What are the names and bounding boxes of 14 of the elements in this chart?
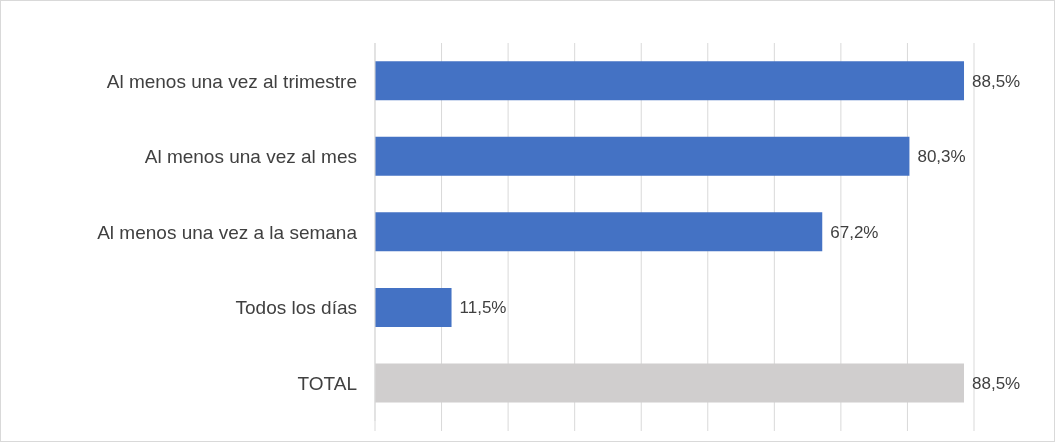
y-tick-label: Al menos una vez a la semana — [97, 221, 358, 243]
y-tick-label: Al menos una vez al trimestre — [106, 70, 357, 92]
data-label: 88,5% — [972, 374, 1021, 394]
bar — [375, 212, 823, 252]
y-tick-label: TOTAL — [297, 372, 357, 394]
y-tick-label: Al menos una vez al mes — [144, 146, 357, 168]
data-label: 67,2% — [830, 222, 879, 242]
bar — [375, 136, 910, 176]
data-label: 88,5% — [972, 71, 1021, 91]
data-label: 80,3% — [917, 147, 966, 167]
bar — [375, 61, 965, 101]
data-label: 11,5% — [459, 298, 507, 318]
bar — [375, 287, 452, 327]
y-tick-label: Todos los días — [235, 297, 357, 319]
